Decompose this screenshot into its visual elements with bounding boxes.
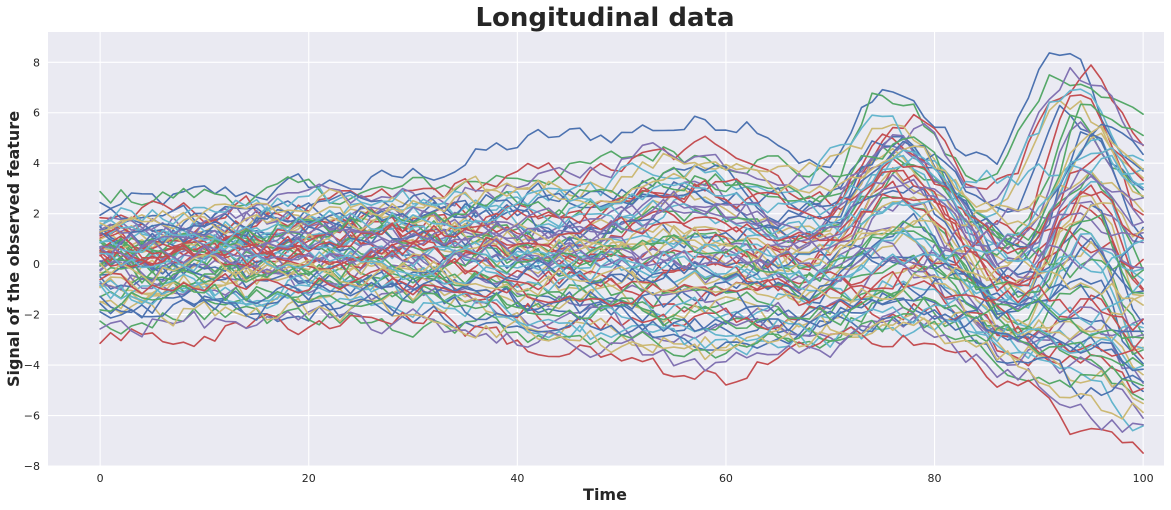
series-line (99, 52, 1144, 210)
y-tick-label: 8 (33, 56, 40, 69)
y-tick-label: 6 (33, 107, 40, 120)
y-tick-label: −8 (24, 460, 40, 473)
y-tick-label: 2 (33, 208, 40, 221)
series-line (99, 190, 1144, 292)
series-line (99, 167, 1144, 266)
x-tick-label: 20 (302, 472, 316, 485)
y-tick-label: 4 (33, 157, 40, 170)
series-line (99, 198, 1144, 349)
y-tick-label: 0 (33, 258, 40, 271)
series-line (99, 230, 1144, 274)
y-tick-label: −6 (24, 410, 40, 423)
series-line (99, 74, 1144, 208)
series-line (99, 205, 1144, 384)
x-tick-label: 80 (928, 472, 942, 485)
series-lines (99, 52, 1144, 454)
x-tick-label: 0 (97, 472, 104, 485)
series-line (99, 125, 1144, 233)
series-line (99, 170, 1144, 261)
y-tick-labels: −8 −6 −4 −2 0 2 4 6 8 (24, 56, 40, 473)
chart-title: Longitudinal data (475, 3, 734, 33)
series-line (99, 147, 1144, 253)
y-tick-label: −2 (24, 309, 40, 322)
series-line (99, 309, 1144, 454)
x-tick-label: 100 (1133, 472, 1154, 485)
y-tick-label: −4 (24, 359, 40, 372)
series-line (99, 250, 1144, 401)
x-tick-labels: 0 20 40 60 80 100 (97, 472, 1154, 485)
series-line (99, 283, 1144, 340)
y-axis-label: Signal of the observed feature (4, 111, 23, 387)
series-line (99, 267, 1144, 332)
series-line (99, 175, 1144, 291)
series-line (99, 278, 1144, 342)
series-line (99, 297, 1144, 420)
x-tick-label: 40 (510, 472, 524, 485)
series-line (99, 155, 1144, 307)
series-line (99, 239, 1144, 284)
series-line (99, 284, 1144, 372)
series-line (99, 237, 1144, 320)
series-line (99, 226, 1144, 356)
series-line (99, 66, 1144, 242)
x-tick-label: 60 (719, 472, 733, 485)
x-axis-label: Time (583, 485, 627, 504)
series-line (99, 280, 1144, 356)
series-line (99, 275, 1144, 388)
